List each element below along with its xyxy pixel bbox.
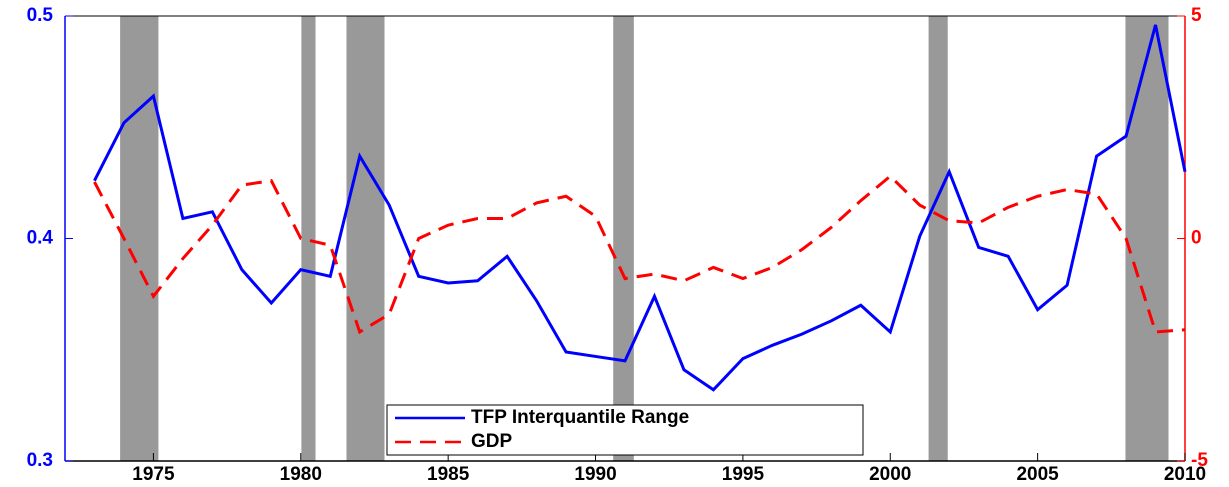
series-line: [93, 24, 1187, 392]
x-tick-label: 1980: [280, 464, 322, 485]
x-tick-label: 2000: [869, 464, 911, 485]
x-tick-label: 1985: [427, 464, 470, 485]
legend-label: GDP: [471, 431, 513, 452]
y2-tick-label: 5: [1191, 5, 1202, 26]
y-tick-label: 0.4: [27, 228, 54, 249]
recession-band: [613, 16, 634, 461]
recession-band: [346, 16, 385, 461]
x-tick-label: 2010: [1164, 464, 1206, 485]
recession-band: [928, 16, 948, 461]
legend-box: [386, 404, 864, 456]
recession-band: [1125, 16, 1169, 461]
x-tick-label: 2005: [1016, 464, 1059, 485]
recession-band: [301, 16, 316, 461]
y2-tick-label: 0: [1191, 228, 1202, 249]
recession-band: [120, 16, 159, 461]
x-tick-label: 1995: [722, 464, 765, 485]
x-tick-label: 1990: [574, 464, 616, 485]
legend-label: TFP Interquantile Range: [471, 407, 689, 428]
series-line: [93, 174, 1186, 335]
y2-tick-label: -5: [1191, 450, 1208, 471]
x-tick-label: 1975: [132, 464, 175, 485]
y-tick-label: 0.5: [27, 5, 54, 26]
y-tick-label: 0.3: [27, 450, 53, 471]
